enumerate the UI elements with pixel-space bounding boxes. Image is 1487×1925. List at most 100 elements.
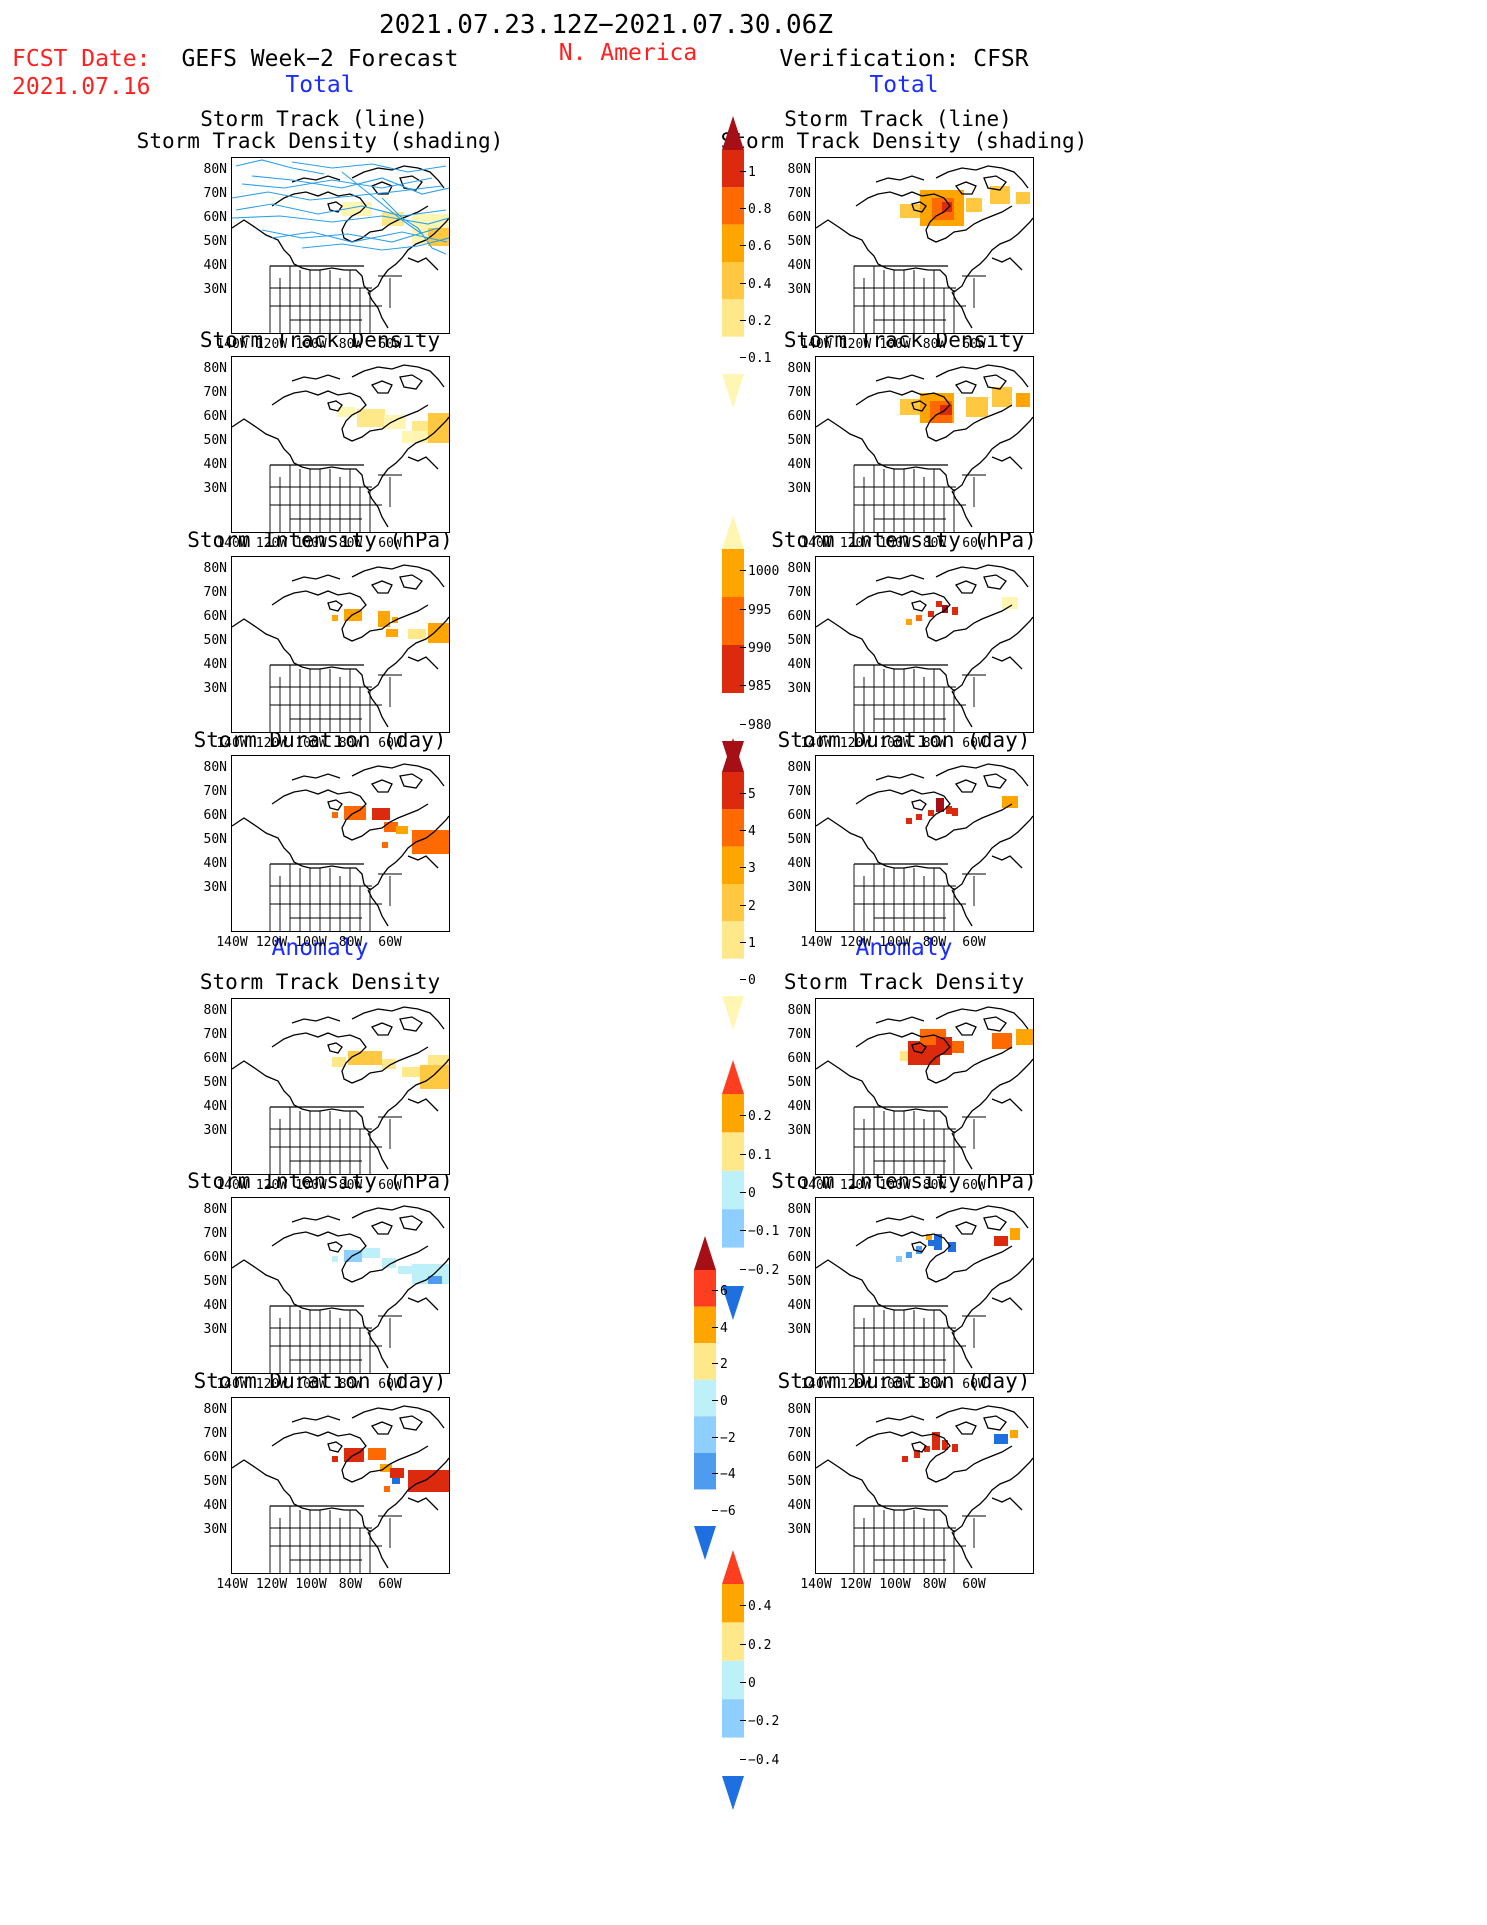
lon-tick-label: 140W bbox=[216, 1377, 248, 1392]
lon-tick-label: 80W bbox=[922, 736, 947, 751]
colorbar-tick bbox=[740, 282, 746, 284]
colorbar-segment bbox=[722, 921, 744, 959]
lat-tick-label: 80N bbox=[787, 760, 811, 775]
map-density-anomaly-forecast bbox=[231, 998, 450, 1175]
colorbar-tick bbox=[740, 647, 746, 648]
colorbar-label: −2 bbox=[720, 1430, 736, 1446]
colorbar-segment bbox=[722, 772, 744, 810]
lat-tick-label: 80N bbox=[787, 561, 811, 576]
lat-tick-label: 60N bbox=[787, 409, 811, 424]
colorbar-segment bbox=[722, 1132, 744, 1171]
lon-tick-label: 60W bbox=[378, 1178, 402, 1193]
colorbar-tick bbox=[740, 1192, 746, 1193]
lat-tick-label: 60N bbox=[203, 609, 227, 624]
map-intensity-verification bbox=[815, 556, 1034, 733]
lat-tick-label: 50N bbox=[787, 1274, 811, 1289]
lon-tick-label: 100W bbox=[879, 1577, 911, 1592]
map-duration-anomaly-verification bbox=[815, 1397, 1034, 1574]
colorbar-label: 5 bbox=[748, 786, 756, 802]
lon-tick-label: 100W bbox=[879, 1178, 911, 1193]
lon-tick-label: 140W bbox=[216, 1577, 248, 1592]
colorbar-tick bbox=[740, 867, 746, 869]
lon-tick-label: 100W bbox=[879, 736, 911, 751]
lat-tick-label: 60N bbox=[787, 210, 811, 225]
colorbar-label: −0.2 bbox=[748, 1262, 780, 1278]
colorbar-label: 0.2 bbox=[748, 1637, 772, 1653]
lon-tick-label: 60W bbox=[962, 1577, 986, 1592]
colorbar-tip bbox=[694, 1236, 716, 1270]
lon-tick-label: 140W bbox=[216, 337, 248, 352]
colorbar-density-total: 1 0.8 0.6 0.4 0.2 0.1 bbox=[722, 116, 832, 408]
colorbar-tip bbox=[722, 1060, 744, 1094]
lat-tick-label: 40N bbox=[787, 856, 811, 871]
lat-tick-label: 30N bbox=[787, 681, 811, 696]
colorbar-label: 0.6 bbox=[748, 239, 772, 255]
title-track-left-1: Storm Track (line) bbox=[200, 107, 428, 131]
colorbar-tip bbox=[722, 1776, 744, 1810]
lat-tick-label: 30N bbox=[787, 1123, 811, 1138]
lon-tick-label: 100W bbox=[879, 337, 911, 352]
lat-tick-label: 70N bbox=[203, 1226, 227, 1241]
lat-tick-label: 40N bbox=[203, 258, 227, 273]
lon-tick-label: 60W bbox=[962, 536, 986, 551]
colorbar-tick bbox=[712, 1473, 718, 1475]
map-track-verification bbox=[815, 157, 1034, 334]
lat-tick-label: 50N bbox=[203, 832, 227, 847]
colorbar-tip bbox=[722, 374, 744, 408]
lat-tick-label: 50N bbox=[787, 633, 811, 648]
lat-tick-label: 50N bbox=[203, 1075, 227, 1090]
lon-tick-label: 80W bbox=[338, 935, 363, 950]
colorbar-label: 0.2 bbox=[748, 314, 772, 329]
colorbar-tip bbox=[722, 515, 744, 549]
lon-tick-label: 80W bbox=[922, 536, 947, 551]
lat-tick-label: 30N bbox=[787, 282, 811, 297]
colorbar-label: −0.1 bbox=[748, 1224, 780, 1240]
lon-tick-label: 100W bbox=[295, 1377, 327, 1392]
colorbar-segment bbox=[722, 1699, 744, 1738]
verification-title: Verification: CFSR bbox=[779, 46, 1029, 72]
colorbar-label: 0.2 bbox=[748, 1109, 772, 1125]
colorbar-label: 3 bbox=[748, 861, 756, 877]
lat-tick-label: 40N bbox=[787, 258, 811, 273]
colorbar-label: 985 bbox=[748, 679, 772, 695]
colorbar-tick bbox=[740, 357, 746, 359]
colorbar-intensity-anomaly: 6 4 2 0 −2 −4 −6 bbox=[694, 1236, 804, 1560]
colorbar-label: 990 bbox=[748, 641, 772, 656]
lon-tick-label: 140W bbox=[216, 935, 248, 950]
colorbar-segment bbox=[694, 1306, 716, 1344]
colorbar-label: 0 bbox=[748, 973, 756, 989]
colorbar-segment bbox=[722, 224, 744, 262]
title-track-right-1: Storm Track (line) bbox=[784, 107, 1012, 131]
lon-tick-label: 120W bbox=[255, 1577, 288, 1592]
lat-tick-label: 50N bbox=[787, 1075, 811, 1090]
colorbar-segment bbox=[694, 1343, 716, 1380]
lat-tick-label: 80N bbox=[787, 1202, 811, 1217]
colorbar-tick bbox=[712, 1363, 718, 1365]
lat-tick-label: 40N bbox=[787, 1099, 811, 1114]
colorbar-segment bbox=[694, 1379, 716, 1417]
lon-tick-label: 120W bbox=[839, 736, 872, 751]
lat-tick-label: 50N bbox=[787, 433, 811, 448]
title-density-left: Storm Track Density bbox=[199, 328, 441, 352]
lon-tick-label: 120W bbox=[839, 1377, 872, 1392]
lon-tick-label: 60W bbox=[378, 935, 402, 950]
lon-tick-label: 60W bbox=[962, 1178, 986, 1193]
lat-tick-label: 30N bbox=[787, 1522, 811, 1537]
lat-tick-label: 50N bbox=[787, 1474, 811, 1489]
map-duration-forecast bbox=[231, 755, 450, 932]
colorbar-segment bbox=[694, 1452, 716, 1490]
lon-tick-label: 120W bbox=[255, 337, 288, 352]
lat-tick-label: 50N bbox=[203, 1274, 227, 1289]
colorbar-tick bbox=[740, 1720, 746, 1722]
colorbar-segment bbox=[722, 1209, 744, 1248]
colorbar-label: 6 bbox=[720, 1284, 728, 1300]
colorbar-density-anomaly: 0.2 0.1 0 −0.1 −0.2 bbox=[722, 1060, 832, 1320]
lon-tick-label: 100W bbox=[295, 337, 327, 352]
lon-tick-label: 60W bbox=[962, 935, 986, 950]
anomaly-label-right: Anomaly bbox=[855, 935, 953, 961]
lon-tick-label: 100W bbox=[295, 935, 327, 950]
lon-tick-label: 80W bbox=[922, 1577, 947, 1592]
lon-tick-label: 100W bbox=[295, 1577, 327, 1592]
model-title: GEFS Week−2 Forecast bbox=[181, 46, 459, 72]
lat-tick-label: 80N bbox=[787, 1003, 811, 1018]
